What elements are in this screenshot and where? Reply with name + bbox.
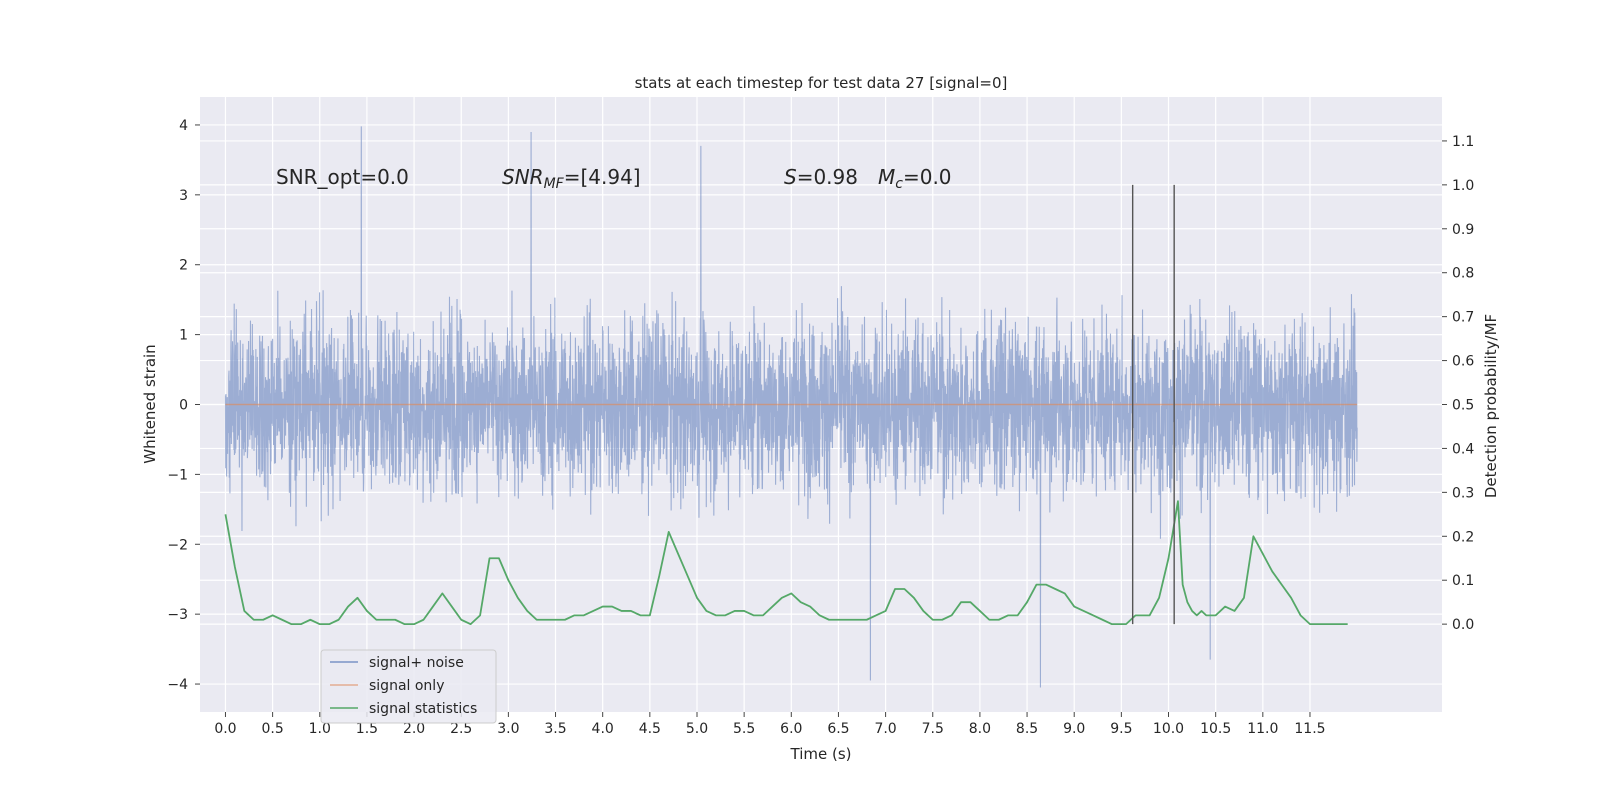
x-tick-label: 10.5 xyxy=(1200,721,1231,737)
x-tick-label: 8.5 xyxy=(1016,721,1038,737)
annotation-mc: Mc=0.0 xyxy=(878,165,952,192)
x-tick-label: 9.5 xyxy=(1110,721,1132,737)
y-left-tick-label: 2 xyxy=(179,258,188,274)
y-right-tick-label: 0.2 xyxy=(1452,529,1474,545)
series-signal-noise-line xyxy=(224,126,1358,688)
y-axis-left-label-text: Whitened strain xyxy=(141,344,159,463)
x-tick-label: 11.0 xyxy=(1247,721,1278,737)
legend-box xyxy=(320,649,497,724)
series-layer xyxy=(224,126,1358,688)
y-left-tick-label: 0 xyxy=(179,398,188,414)
series-signal-statistics-line xyxy=(224,500,1348,626)
legend-label-signal-only: signal only xyxy=(369,678,444,694)
y-right-tick-label: 0.9 xyxy=(1452,222,1474,238)
y-right-tick-label: 0.3 xyxy=(1452,485,1474,501)
y-left-tick-label: 3 xyxy=(179,188,188,204)
x-tick-label: 1.0 xyxy=(309,721,331,737)
y-axis-left: 4 3 2 1 0 −1 −2 −3 −4 xyxy=(167,118,200,693)
x-tick-label: 7.5 xyxy=(922,721,944,737)
x-tick-label: 0.5 xyxy=(261,721,283,737)
annotation-snr-mf: SNRMF=[4.94] xyxy=(502,165,641,192)
annotation-snr-opt: SNR_opt=0.0 xyxy=(276,165,409,189)
annotation-s: S=0.98 xyxy=(784,165,858,189)
x-tick-label: 4.0 xyxy=(592,721,614,737)
chart-title: stats at each timestep for test data 27 … xyxy=(635,74,1008,92)
x-axis: 0.0 0.5 1.0 1.5 2.0 2.5 3.0 3.5 4.0 4.5 5.0 5.5 6.0 6… xyxy=(214,712,1326,737)
legend-label-signal-statistics: signal statistics xyxy=(369,701,477,717)
x-tick-label: 10.0 xyxy=(1153,721,1184,737)
y-axis-right: 1.1 1.0 0.9 0.8 0.7 0.6 0.5 0.4 0.3 0.2 0.1 0.0 xyxy=(1442,134,1474,633)
y-left-tick-label: −4 xyxy=(167,677,188,693)
x-tick-label: 0.0 xyxy=(214,721,236,737)
x-tick-label: 11.5 xyxy=(1294,721,1325,737)
y-right-tick-label: 0.6 xyxy=(1452,354,1474,370)
x-tick-label: 8.0 xyxy=(969,721,991,737)
y-right-tick-label: 0.8 xyxy=(1452,266,1474,282)
annotations: SNR_opt=0.0 SNRMF=[4.94] S=0.98 Mc=0.0 xyxy=(276,165,952,192)
y-left-tick-label: 1 xyxy=(179,328,188,344)
x-tick-label: 7.0 xyxy=(874,721,896,737)
x-tick-label: 5.5 xyxy=(733,721,755,737)
y-right-tick-label: 0.0 xyxy=(1452,617,1474,633)
annotation-s-symbol: S xyxy=(784,165,797,189)
x-tick-label: 5.0 xyxy=(686,721,708,737)
x-tick-label: 2.0 xyxy=(403,721,425,737)
x-tick-label: 2.5 xyxy=(450,721,472,737)
annotation-snr-mf-value: =[4.94] xyxy=(564,165,641,189)
annotation-mc-value: =0.0 xyxy=(903,165,952,189)
x-tick-label: 3.5 xyxy=(544,721,566,737)
x-tick-label: 3.0 xyxy=(497,721,519,737)
y-left-tick-label: −2 xyxy=(167,537,188,553)
annotation-snr-mf-main: SNR xyxy=(502,165,544,189)
y-right-tick-label: 0.5 xyxy=(1452,398,1474,414)
x-tick-label: 6.0 xyxy=(780,721,802,737)
y-right-tick-label: 0.1 xyxy=(1452,573,1474,589)
y-right-tick-label: 0.7 xyxy=(1452,310,1474,326)
x-tick-label: 4.5 xyxy=(639,721,661,737)
x-axis-label: Time (s) xyxy=(790,745,852,763)
y-right-tick-label: 0.4 xyxy=(1452,441,1474,457)
annotation-snr-mf-sub: MF xyxy=(544,176,565,192)
legend: signal+ noise signal only signal statist… xyxy=(320,649,497,724)
annotation-s-value: =0.98 xyxy=(797,165,858,189)
y-right-tick-label: 1.1 xyxy=(1452,134,1474,150)
x-tick-label: 6.5 xyxy=(827,721,849,737)
legend-label-signal-noise: signal+ noise xyxy=(369,655,464,671)
y-axis-right-label: Detection probability/MF xyxy=(1482,314,1500,498)
annotation-mc-sub: c xyxy=(895,176,903,192)
y-left-tick-label: 4 xyxy=(179,118,188,134)
x-tick-label: 9.0 xyxy=(1063,721,1085,737)
annotation-mc-symbol: M xyxy=(878,165,895,189)
x-tick-label: 1.5 xyxy=(356,721,378,737)
y-left-tick-label: −3 xyxy=(167,607,188,623)
y-left-tick-label: −1 xyxy=(167,467,188,483)
vertical-markers xyxy=(1131,184,1175,625)
y-right-tick-label: 1.0 xyxy=(1452,178,1474,194)
